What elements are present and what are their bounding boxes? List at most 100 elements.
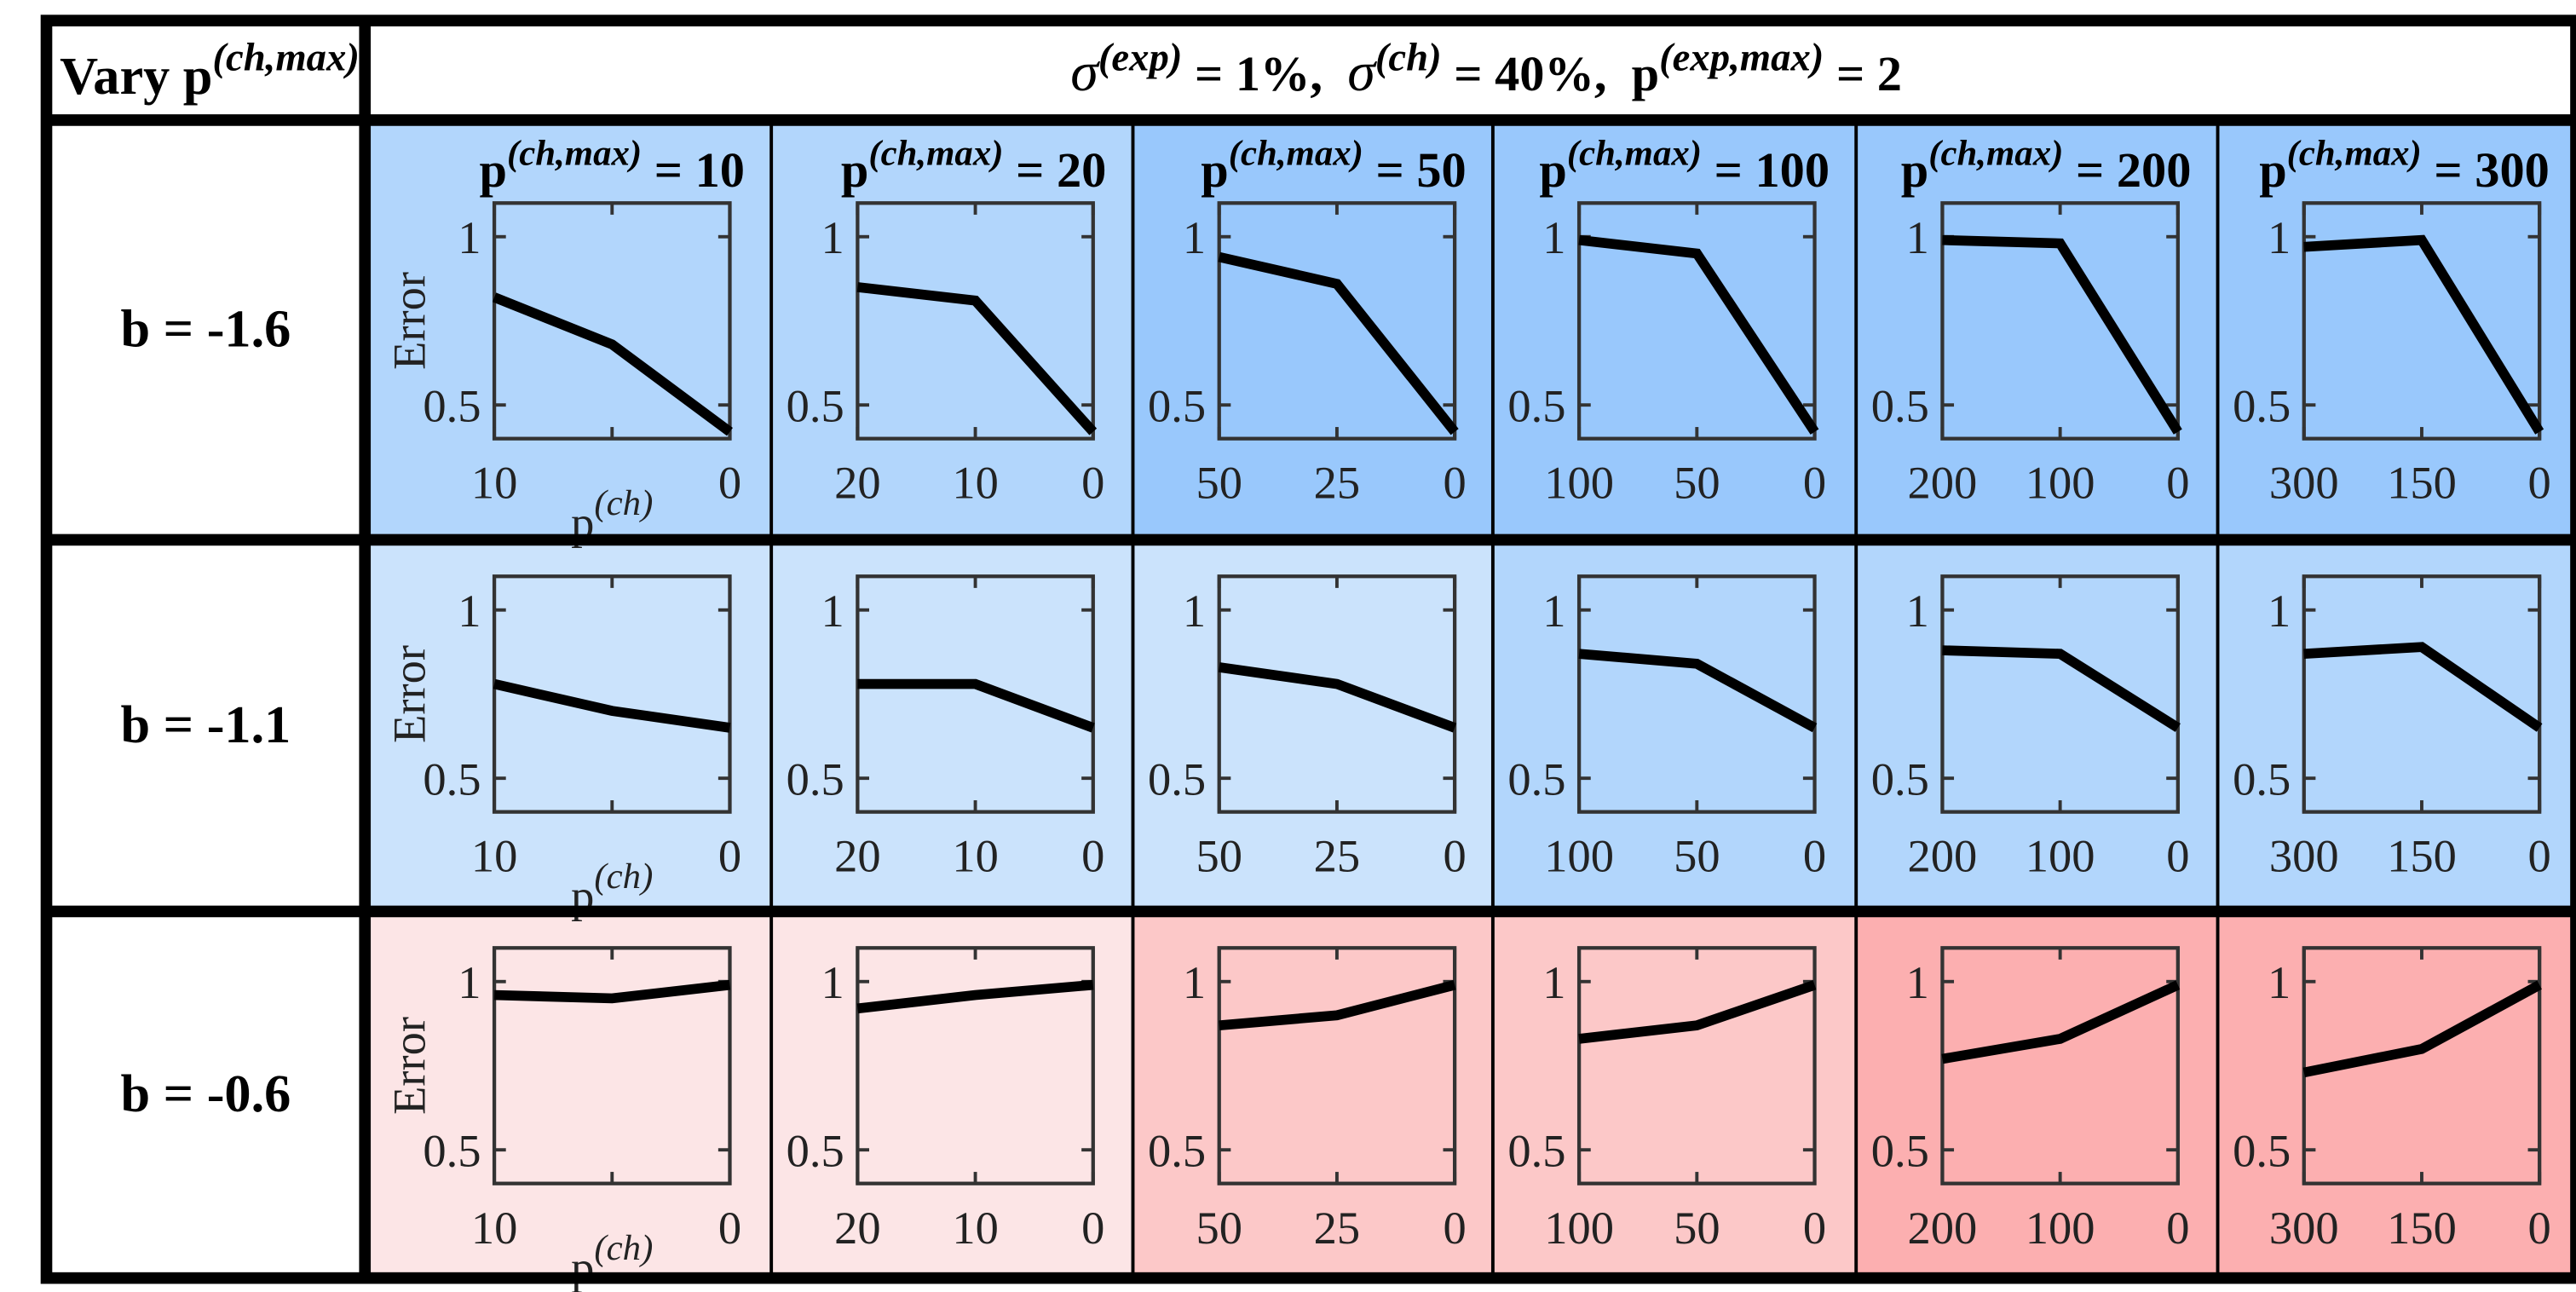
x-tick-label: 10 [471,457,518,509]
subplot: 0.5 1 50 25 0 [1148,946,1467,1254]
y-tick-label: 1 [1183,211,1206,263]
x-tick-label: 0 [1803,1202,1826,1254]
subplot: 0.5 1 200 100 0 [1871,574,2189,882]
column-title: p(ch,max) = 100 [1539,133,1830,197]
y-tick-label: 0.5 [1871,380,1929,432]
x-tick-label: 150 [2387,830,2457,882]
y-tick-label: 1 [2268,585,2291,637]
y-tick-label: 0.5 [1871,1125,1929,1177]
subplot: 0.5 1 20 10 0 [787,946,1104,1254]
panel-background [1492,539,1857,912]
x-tick-label: 25 [1314,1202,1361,1254]
x-tick-label: 0 [1444,457,1467,509]
series-line [1578,649,1818,733]
panel-background [1856,911,2218,1278]
subplot: 0.5 1 50 25 0 [1148,201,1467,509]
y-tick-label: 1 [458,211,481,263]
x-tick-label: 0 [1444,830,1467,882]
y-tick-label: 0.5 [1148,753,1206,805]
x-tick-label: 0 [2528,1202,2551,1254]
y-tick-label: 1 [821,956,844,1008]
x-tick-label: 0 [1803,457,1826,509]
x-tick-label: 10 [952,457,999,509]
x-tick-label: 0 [2528,830,2551,882]
x-tick-label: 100 [2026,457,2095,509]
y-tick-label: 0.5 [787,1125,844,1177]
x-tick-label: 100 [1544,830,1614,882]
y-tick-label: 1 [1542,585,1565,637]
row-label: b = -1.6 [120,301,291,359]
series-line [2303,642,2543,732]
y-tick-label: 0.5 [1148,380,1206,432]
panel-background [771,539,1133,912]
y-axis-label: Error [383,272,435,370]
y-axis-label: Error [383,1017,435,1115]
row-label: b = -1.1 [120,696,291,754]
series-line [492,292,733,436]
panel-background [365,911,772,1278]
y-tick-label: 1 [1542,956,1565,1008]
y-tick-label: 0.5 [423,380,481,432]
figure-title: σ(exp) = 1%, σ(ch) = 40%, p(exp,max) = 2 [1070,36,1902,103]
x-tick-label: 200 [1908,1202,1978,1254]
panel-background [1132,539,1493,912]
column-title: p(ch,max) = 50 [1201,133,1466,197]
column-title: p(ch,max) = 10 [480,133,745,197]
x-tick-label: 200 [1908,830,1978,882]
y-tick-label: 1 [2268,211,2291,263]
x-tick-label: 150 [2387,457,2457,509]
x-tick-label: 300 [2269,457,2339,509]
y-tick-label: 1 [458,585,481,637]
y-tick-label: 0.5 [1507,1125,1565,1177]
subplot: 0.5 1 100 50 0 [1507,946,1826,1254]
series-line [2303,234,2544,435]
subplot: 0.5 1 100 50 0 [1507,574,1826,882]
x-tick-label: 100 [2026,1202,2095,1254]
y-tick-label: 0.5 [1507,753,1565,805]
subplot: 0.5 1 100 50 0 [1507,201,1826,509]
series-line [1218,662,1457,733]
series-line [857,678,1095,733]
y-tick-label: 1 [2268,956,2291,1008]
y-tick-label: 0.5 [1507,380,1565,432]
panel-background [1856,119,2218,540]
corner-label: Vary p(ch,max) [60,36,360,106]
x-tick-label: 0 [2528,457,2551,509]
y-tick-label: 1 [1906,585,1929,637]
row-label: b = -0.6 [120,1065,291,1123]
x-tick-label: 10 [952,830,999,882]
panel-background [1492,911,1857,1278]
panel-background [2217,539,2576,912]
x-tick-label: 50 [1674,1202,1720,1254]
x-axis-label: p(ch) [571,1228,653,1292]
column-title: p(ch,max) = 300 [2259,133,2550,197]
x-tick-label: 20 [834,830,881,882]
x-tick-label: 50 [1196,830,1242,882]
y-tick-label: 0.5 [1148,1125,1206,1177]
x-tick-label: 100 [1544,1202,1614,1254]
subplot: 0.5 1 200 100 0 [1871,946,2189,1254]
series-line [1218,251,1459,435]
x-tick-label: 300 [2269,830,2339,882]
x-tick-label: 0 [2166,1202,2189,1254]
y-axis-label: Error [383,645,435,743]
x-tick-label: 25 [1314,457,1361,509]
series-line [1942,234,2182,435]
y-tick-label: 0.5 [423,753,481,805]
x-tick-label: 10 [471,1202,518,1254]
subplot: 0.5 1 300 150 0 [2233,201,2551,509]
series-line [493,979,731,1004]
y-tick-label: 0.5 [2233,753,2291,805]
x-tick-label: 150 [2387,1202,2457,1254]
series-line [856,979,1094,1014]
subplot: 0.5 1 300 150 0 [2233,946,2551,1254]
series-line [1578,234,1819,435]
panel-background [771,911,1133,1278]
y-tick-label: 1 [821,211,844,263]
y-tick-label: 1 [1906,956,1929,1008]
y-tick-label: 0.5 [787,380,844,432]
y-tick-label: 0.5 [787,753,844,805]
x-tick-label: 0 [718,1202,741,1254]
panel-background [1132,119,1493,540]
